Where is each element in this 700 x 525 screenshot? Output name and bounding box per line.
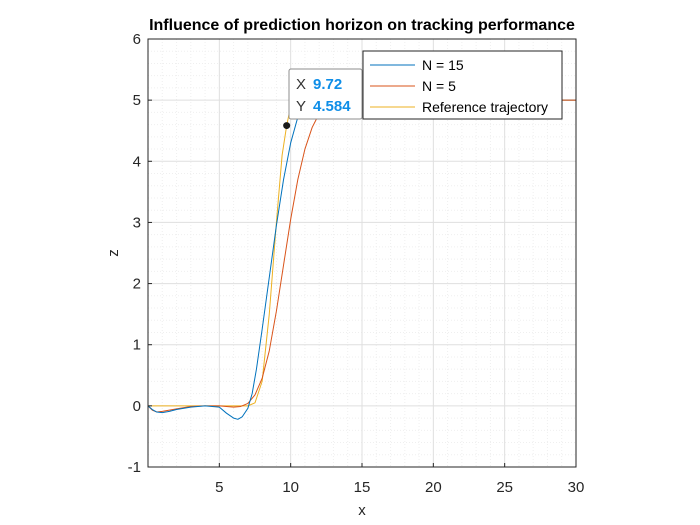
y-tick-label: 0: [133, 398, 141, 415]
x-tick-label: 25: [496, 479, 513, 496]
datatip-y-key: Y: [296, 98, 306, 115]
x-tick-labels: 5 10 15 20 25 30: [215, 479, 584, 496]
y-tick-label: 5: [133, 92, 141, 109]
y-axis-label: z: [105, 249, 122, 257]
legend-label-n15: N = 15: [422, 57, 464, 73]
y-tick-label: -1: [128, 459, 141, 476]
x-tick-label: 20: [425, 479, 442, 496]
y-tick-labels: -1 0 1 2 3 4 5 6: [128, 31, 141, 476]
legend-label-n5: N = 5: [422, 78, 456, 94]
datatip-y-value: 4.584: [313, 98, 351, 115]
y-tick-label: 1: [133, 337, 141, 354]
datatip-marker: [283, 122, 291, 130]
y-tick-label: 6: [133, 31, 141, 48]
y-tick-label: 4: [133, 153, 141, 170]
series-line-1: [147, 99, 341, 413]
x-tick-label: 10: [282, 479, 299, 496]
x-tick-label: 30: [568, 479, 585, 496]
legend[interactable]: N = 15 N = 5 Reference trajectory: [362, 50, 563, 120]
x-axis-label: x: [358, 502, 366, 519]
datatip-x-key: X: [296, 76, 306, 93]
legend-box: [362, 50, 563, 120]
datatip-x-value: 9.72: [313, 76, 342, 93]
y-tick-label: 3: [133, 214, 141, 231]
datatip[interactable]: X 9.72 Y 4.584: [283, 68, 363, 130]
datatip-box: [288, 68, 363, 120]
x-tick-label: 5: [215, 479, 223, 496]
chart-title: Influence of prediction horizon on track…: [149, 17, 575, 34]
x-tick-label: 15: [354, 479, 371, 496]
y-tick-label: 2: [133, 276, 141, 293]
tick-marks: [148, 38, 577, 468]
legend-label-reference: Reference trajectory: [422, 99, 548, 115]
